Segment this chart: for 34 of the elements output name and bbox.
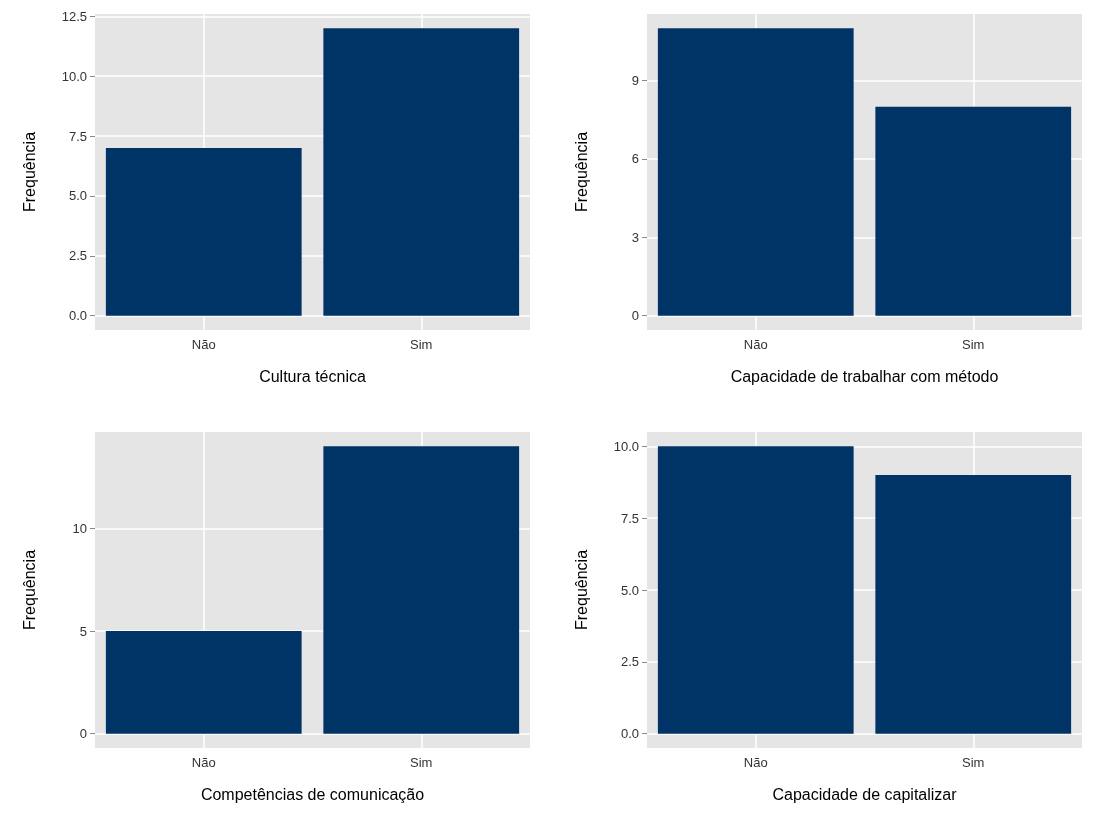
y-tick-label: 10	[72, 520, 87, 536]
x-tick-label: Não	[743, 337, 768, 352]
x-tick-label: Não	[191, 755, 216, 770]
y-axis-title: Frequência	[20, 131, 38, 213]
y-tick-label: 0	[79, 726, 87, 742]
x-axis-title: Capacidade de trabalhar com método	[730, 367, 999, 385]
x-tick-label: Sim	[962, 755, 985, 770]
y-tick-label: 5.0	[68, 188, 87, 204]
y-axis-title: Frequência	[572, 131, 590, 213]
y-tick-label: 3	[631, 229, 639, 245]
y-tick-label: 5.0	[620, 582, 639, 598]
y-tick-label: 9	[631, 73, 639, 89]
y-axis-title: Frequência	[20, 549, 38, 631]
y-tick-label: 10.0	[613, 438, 639, 454]
y-tick-label: 0.0	[68, 308, 87, 324]
y-tick-label: 12.5	[61, 8, 87, 24]
y-tick-label: 7.5	[68, 128, 87, 144]
x-axis-title: Cultura técnica	[259, 367, 366, 385]
y-tick-label: 5	[79, 623, 87, 639]
x-tick-label: Não	[743, 755, 768, 770]
y-tick-label: 0	[631, 308, 639, 324]
x-tick-label: Sim	[410, 755, 433, 770]
y-tick-label: 10.0	[61, 68, 87, 84]
x-tick-label: Sim	[410, 337, 433, 352]
y-tick-label: 0.0	[620, 726, 639, 742]
y-tick-label: 2.5	[620, 654, 639, 670]
x-tick-label: Não	[191, 337, 216, 352]
y-tick-label: 6	[631, 151, 639, 167]
x-tick-label: Sim	[962, 337, 985, 352]
y-axis-title: Frequência	[572, 549, 590, 631]
y-tick-label: 2.5	[68, 248, 87, 264]
y-tick-label: 7.5	[620, 510, 639, 526]
x-axis-title: Competências de comunicação	[200, 785, 425, 803]
x-axis-title: Capacidade de capitalizar	[772, 785, 958, 803]
